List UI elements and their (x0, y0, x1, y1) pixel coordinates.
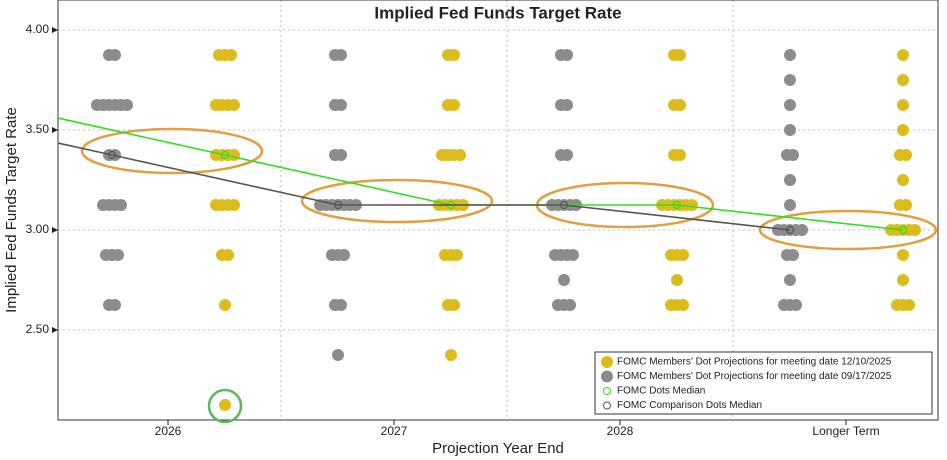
annotation-ellipse (758, 209, 938, 251)
y-tick (52, 127, 58, 133)
dot (784, 74, 796, 86)
x-tick-label: 2028 (607, 424, 634, 438)
dot (219, 399, 231, 411)
dot (332, 349, 344, 361)
y-tick (52, 27, 58, 33)
dot (121, 99, 133, 111)
dot (454, 149, 466, 161)
dot (561, 49, 573, 61)
dot (897, 174, 909, 186)
legend-label: FOMC Dots Median (617, 386, 705, 397)
y-axis-label: Implied Fed Funds Target Rate (3, 107, 20, 313)
dot (561, 149, 573, 161)
dot (335, 299, 347, 311)
dot (335, 49, 347, 61)
legend-label: FOMC Members' Dot Projections for meetin… (617, 357, 892, 368)
dot (897, 49, 909, 61)
legend-marker (603, 401, 611, 410)
dot (564, 299, 576, 311)
y-tick-label: 3.50 (26, 122, 50, 136)
dot (903, 299, 915, 311)
dot (115, 199, 127, 211)
dot (784, 174, 796, 186)
dot (451, 249, 463, 261)
y-tick (52, 227, 58, 233)
dot (561, 99, 573, 111)
median-marker (559, 200, 569, 210)
dot (900, 199, 912, 211)
dot (674, 99, 686, 111)
annotation-circle (207, 388, 243, 424)
annotation-ellipse (80, 127, 264, 175)
dot (897, 74, 909, 86)
dot (448, 49, 460, 61)
dot (225, 49, 237, 61)
dot (671, 274, 683, 286)
dot (900, 149, 912, 161)
median-marker (898, 225, 908, 235)
dot (897, 274, 909, 286)
median-marker (333, 200, 343, 210)
legend-label: FOMC Comparison Dots Median (617, 400, 762, 411)
x-tick-label: 2026 (155, 424, 182, 438)
legend-marker (601, 356, 613, 368)
dot (222, 249, 234, 261)
median-marker (785, 225, 795, 235)
dot (784, 274, 796, 286)
dot (112, 249, 124, 261)
legend-marker (601, 370, 613, 383)
dot (909, 224, 921, 236)
y-tick-label: 4.00 (26, 22, 50, 36)
dot (784, 124, 796, 136)
dot (335, 149, 347, 161)
y-tick-label: 2.50 (26, 322, 50, 336)
dot (109, 299, 121, 311)
dot (448, 99, 460, 111)
dot (558, 274, 570, 286)
dot (674, 149, 686, 161)
dot (335, 99, 347, 111)
dot (448, 299, 460, 311)
dot (445, 349, 457, 361)
dot (567, 249, 579, 261)
dot (228, 199, 240, 211)
dot (109, 49, 121, 61)
dot (897, 249, 909, 261)
dot (219, 299, 231, 311)
dot (787, 249, 799, 261)
annotation-ellipse (300, 178, 494, 224)
dot (784, 199, 796, 211)
dot (897, 99, 909, 111)
legend-box (594, 351, 933, 415)
dot (677, 249, 689, 261)
legend-marker (603, 387, 611, 395)
chart-title: Implied Fed Funds Target Rate (374, 3, 621, 22)
x-axis-label: Projection Year End (432, 440, 564, 457)
median-marker (220, 150, 230, 160)
dot (677, 299, 689, 311)
dot (784, 99, 796, 111)
plot-frame (57, 0, 939, 421)
median-marker (672, 200, 682, 210)
dot (228, 99, 240, 111)
y-tick (52, 327, 58, 333)
dot (897, 124, 909, 136)
dot (787, 149, 799, 161)
median-line (57, 142, 791, 231)
dot (790, 299, 802, 311)
dot (338, 249, 350, 261)
dot (686, 199, 698, 211)
dot (796, 224, 808, 236)
x-tick-label: Longer Term (812, 424, 879, 438)
y-tick-label: 3.00 (26, 222, 50, 236)
legend-label: FOMC Members' Dot Projections for meetin… (617, 371, 892, 382)
dot (784, 49, 796, 61)
dot (228, 149, 240, 161)
x-tick-label: 2027 (381, 424, 408, 438)
dot (674, 49, 686, 61)
median-marker (107, 150, 117, 160)
